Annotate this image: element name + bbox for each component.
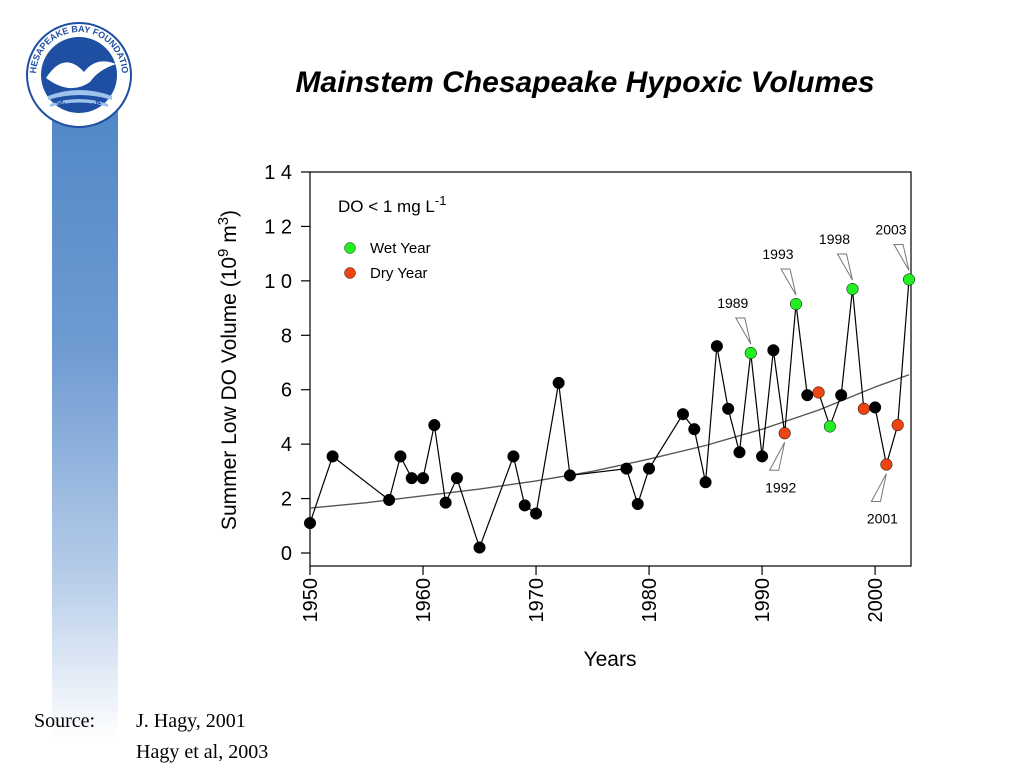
- callout-label-1989: 1989: [717, 295, 748, 311]
- data-point-dry: [812, 386, 825, 399]
- x-tick-label: 1980: [639, 578, 661, 623]
- data-point-normal: [756, 450, 769, 463]
- data-point-normal: [835, 389, 848, 402]
- do-threshold-annotation: DO < 1 mg L-1: [338, 193, 446, 216]
- data-point-normal: [869, 401, 882, 414]
- legend-label-wet: Wet Year: [370, 240, 431, 257]
- source-label: Source:: [34, 710, 96, 732]
- x-tick-label: 1950: [300, 578, 322, 623]
- data-point-normal: [552, 376, 565, 389]
- data-point-normal: [620, 462, 633, 475]
- chesapeake-bay-foundation-logo: CHESAPEAKE BAY FOUNDATION SAVE THE BAY: [24, 20, 132, 128]
- data-point-dry: [891, 419, 904, 432]
- data-point-normal: [767, 344, 780, 357]
- source-block: Source: J. Hagy, 2001 Hagy et al, 2003: [34, 706, 268, 768]
- data-point-normal: [643, 462, 656, 475]
- y-axis-title: Summer Low DO Volume (109 m3): [215, 210, 241, 530]
- y-tick-label: 1 0: [264, 271, 292, 293]
- y-axis-title-part: 3: [215, 217, 232, 225]
- x-axis-title: Years: [584, 648, 637, 671]
- x-tick-label: 1990: [752, 578, 774, 623]
- y-tick-label: 1 2: [264, 216, 292, 238]
- data-point-normal: [722, 402, 735, 415]
- y-tick-label: 8: [281, 325, 292, 347]
- data-point-wet: [846, 282, 859, 296]
- sidebar-gradient-bar: [52, 90, 118, 740]
- callout-label-1993: 1993: [762, 246, 793, 262]
- data-point-normal: [676, 408, 690, 421]
- data-point-wet: [823, 420, 836, 433]
- data-point-normal: [631, 497, 644, 511]
- data-point-normal: [473, 541, 486, 554]
- callout-label-2001: 2001: [867, 511, 898, 527]
- y-tick-label: 6: [281, 380, 292, 402]
- y-tick-label: 0: [281, 543, 292, 565]
- callout-arrow: [768, 442, 786, 471]
- data-point-dry: [880, 458, 893, 471]
- data-point-normal: [405, 472, 418, 485]
- data-point-wet: [744, 346, 757, 360]
- do-threshold-text: DO < 1 mg L: [338, 197, 435, 216]
- source-line-2: Hagy et al, 2003: [136, 741, 269, 763]
- data-point-normal: [733, 446, 746, 459]
- data-point-normal: [688, 423, 701, 436]
- data-point-normal: [428, 419, 441, 432]
- x-tick-label: 1970: [526, 578, 548, 623]
- callout-label-1998: 1998: [819, 231, 850, 247]
- callout-arrow: [780, 268, 797, 296]
- y-axis-title-part: 9: [215, 249, 232, 257]
- do-threshold-superscript: -1: [435, 193, 447, 208]
- y-tick-label: 1 4: [264, 162, 292, 184]
- plot-frame: [309, 171, 912, 567]
- data-point-normal: [529, 507, 543, 520]
- bird-icon: [46, 61, 116, 89]
- data-point-normal: [383, 493, 396, 506]
- data-point-wet: [789, 297, 803, 311]
- data-point-normal: [416, 472, 430, 485]
- data-point-dry: [857, 402, 870, 415]
- hypoxic-volume-chart: 0 2 4 6 8 1 0 1 2 1 4 1950 1960 1970 1980 1990 2000 Ye…: [215, 162, 916, 671]
- chart-title: Mainstem Chesapeake Hypoxic Volumes: [295, 66, 875, 99]
- data-series-line: [309, 279, 910, 550]
- legend-marker-wet: [344, 242, 356, 254]
- data-point-normal: [326, 450, 339, 463]
- callout-label-2003: 2003: [875, 221, 906, 237]
- trend-curve: [309, 374, 910, 509]
- data-point-normal: [518, 499, 531, 512]
- y-axis-title-part: Summer Low DO Volume (10: [218, 257, 241, 530]
- legend-label-dry: Dry Year: [370, 265, 428, 282]
- data-point-wet: [902, 273, 916, 286]
- data-point-normal: [710, 340, 723, 353]
- callout-arrow: [870, 473, 887, 503]
- y-tick-label: 4: [281, 434, 292, 456]
- x-tick-label: 2000: [865, 578, 887, 623]
- data-point-normal: [450, 472, 463, 485]
- data-point-normal: [801, 389, 814, 402]
- callout-label-1992: 1992: [765, 479, 796, 495]
- callout-arrow: [893, 243, 910, 271]
- x-tick-label: 1960: [413, 578, 435, 623]
- legend-marker-dry: [344, 267, 356, 279]
- data-point-normal: [563, 469, 576, 482]
- data-point-dry: [778, 427, 791, 440]
- callout-arrow: [836, 253, 853, 281]
- data-point-normal: [439, 496, 452, 509]
- data-point-normal: [699, 476, 712, 489]
- y-tick-label: 2: [281, 489, 292, 511]
- source-line-1: J. Hagy, 2001: [136, 710, 246, 732]
- y-axis-title-part: m: [218, 225, 241, 248]
- data-point-normal: [394, 450, 407, 463]
- data-point-normal: [507, 450, 520, 463]
- callout-arrow: [734, 317, 752, 345]
- y-axis-title-part: ): [218, 210, 241, 217]
- data-point-normal: [303, 517, 317, 530]
